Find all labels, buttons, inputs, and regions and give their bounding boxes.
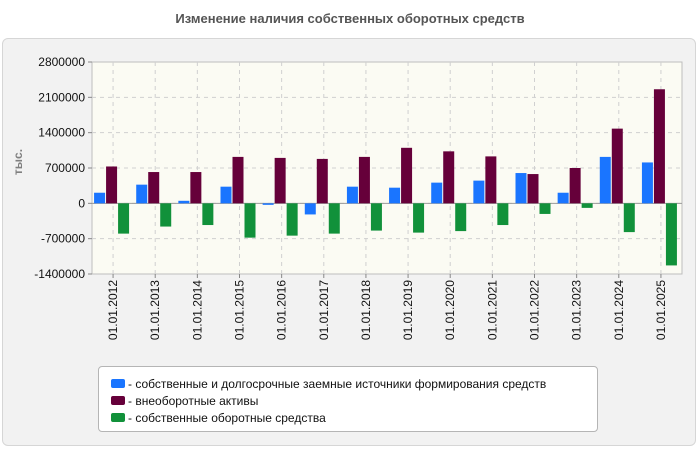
x-tick-label: 01.01.2020 [443,280,457,340]
y-tick-label: 2100000 [38,90,85,104]
y-tick-label: 1400000 [38,126,85,140]
x-tick-label: 01.01.2021 [485,280,499,340]
bar [274,157,286,204]
bar [148,172,160,204]
bar [94,192,106,204]
bar [569,168,581,204]
x-tick-label: 01.01.2018 [359,280,373,340]
bar [232,156,244,204]
bar [286,203,298,236]
bar [202,203,214,226]
bar [401,147,413,204]
bar [557,192,569,204]
y-tick-label: 0 [78,196,85,210]
bar [413,203,425,233]
bar [581,203,593,208]
legend-swatch-maroon [111,396,125,405]
legend-item: - собственные оборотные средства [111,409,597,426]
x-tick-label: 01.01.2025 [654,280,668,340]
legend-item: - собственные и долгосрочные заемные ист… [111,375,597,392]
bar [497,203,509,226]
x-tick-label: 01.01.2023 [570,280,584,340]
legend-item: - внеоборотные активы [111,392,597,409]
bar [539,203,551,214]
bars-layer [94,89,677,266]
legend-label: собственные оборотные средства [135,410,326,425]
legend: - собственные и долгосрочные заемные ист… [98,366,598,432]
bar [244,203,256,238]
y-tick-label: -700000 [41,232,85,246]
bar [346,186,358,204]
bar [485,156,497,204]
x-tick-label: 01.01.2017 [317,280,331,340]
bar [431,182,443,204]
chart-title: Изменение наличия собственных оборотных … [175,11,525,26]
bar [527,174,539,204]
bar [316,158,328,204]
bar [328,203,340,234]
bar [262,203,274,205]
x-tick-label: 01.01.2013 [148,280,162,340]
bar [190,172,202,204]
bar [118,203,130,234]
y-axis-label: тыс. [11,149,25,175]
bar [304,203,316,215]
y-tick-label: 2800000 [38,55,85,69]
legend-swatch-blue [111,379,125,388]
x-tick-label: 01.01.2016 [275,280,289,340]
bar [358,156,370,204]
x-tick-label: 01.01.2024 [612,280,626,340]
x-tick-label: 01.01.2014 [190,280,204,340]
legend-label: собственные и долгосрочные заемные источ… [135,376,547,391]
bar [641,162,653,204]
bar [473,180,485,204]
bar [611,128,623,204]
x-tick-label: 01.01.2019 [401,280,415,340]
bar [455,203,467,232]
legend-label: внеоборотные активы [135,393,259,408]
x-tick-label: 01.01.2022 [528,280,542,340]
legend-swatch-green [111,413,125,422]
bar [178,200,190,204]
y-tick-label: -1400000 [34,267,85,281]
bar [665,203,677,266]
bar [136,184,148,204]
bar [389,187,401,204]
y-ticks: 2800000 2100000 1400000 700000 0 -700000 -1400… [34,55,92,281]
x-tick-label: 01.01.2015 [233,280,247,340]
bar [623,203,635,233]
x-ticks: 01.01.2012 01.01.2013 01.01.2014 01.01.2015… [106,274,668,340]
bar [160,203,172,227]
bar [106,166,118,204]
x-tick-label: 01.01.2012 [106,280,120,340]
y-tick-label: 700000 [45,161,85,175]
bar [599,156,611,204]
bar [653,89,665,204]
bar [443,151,455,204]
bar [220,186,232,204]
bar [370,203,382,231]
bar [515,173,527,204]
